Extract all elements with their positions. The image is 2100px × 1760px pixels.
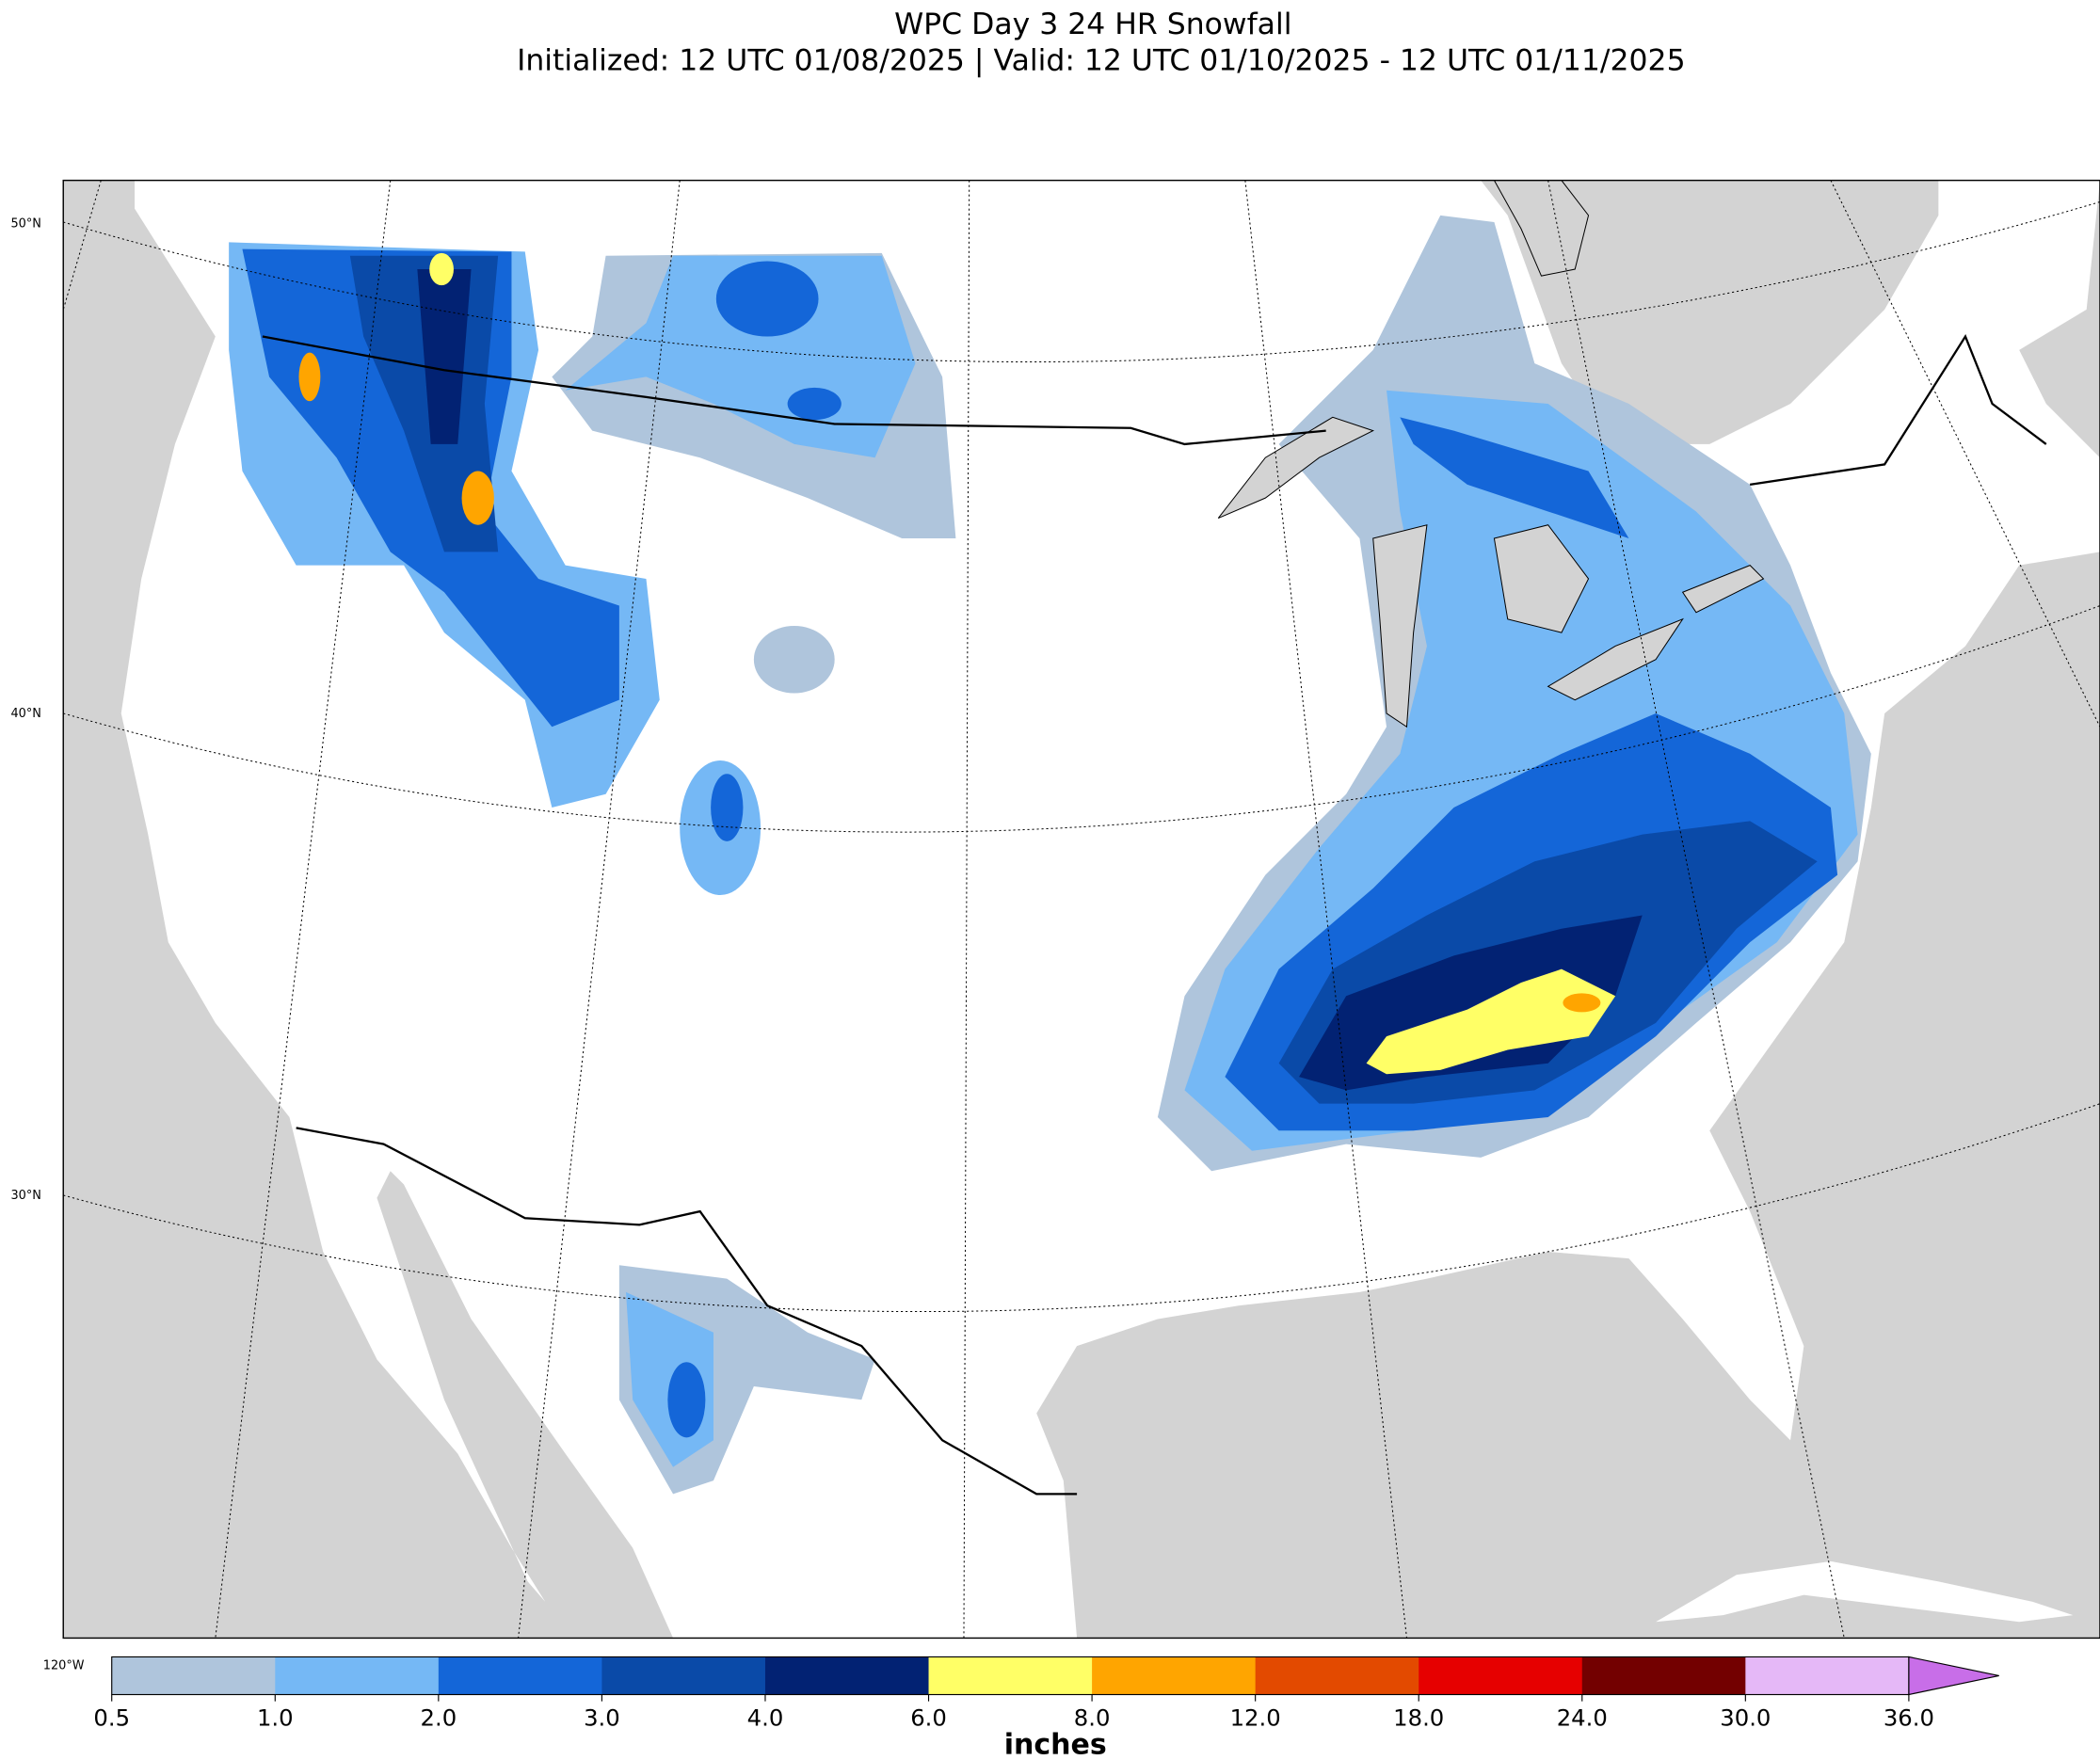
snow-region (461, 471, 494, 525)
colorbar-swatch (1745, 1656, 1910, 1695)
colorbar-label: inches (1004, 1728, 1107, 1760)
colorbar-tick-label: 6.0 (910, 1704, 947, 1731)
colorbar-swatch (928, 1656, 1093, 1695)
colorbar-tick-label: 24.0 (1557, 1704, 1608, 1731)
country-border (262, 334, 2047, 1496)
lake-michigan (1372, 524, 1428, 728)
snow-region (711, 774, 744, 841)
lakes (1217, 180, 1765, 728)
colorbar-swatch (601, 1656, 766, 1695)
colorbar-swatch (764, 1656, 930, 1695)
snow-region (1400, 417, 1629, 539)
snow-region (715, 261, 819, 337)
colorbar-tick-label: 18.0 (1393, 1704, 1444, 1731)
snow-region (787, 387, 842, 421)
snow-region (753, 625, 835, 694)
colorbar-swatch (1092, 1656, 1257, 1695)
lake-huron (1493, 524, 1590, 633)
colorbar-swatch (1255, 1656, 1419, 1695)
lat-label: 40°N (10, 707, 40, 721)
map: 50°N 40°N 30°N 120°W (10, 179, 2100, 1672)
colorbar-swatch (1581, 1656, 1747, 1695)
snow-region (1366, 968, 1616, 1075)
lat-label: 50°N (10, 217, 40, 232)
colorbar: 0.5 1.0 2.0 3.0 4.0 6.0 8.0 12.0 18.0 24.0 30.0 36.… (93, 1656, 1999, 1731)
colorbar-outline (111, 1656, 1910, 1696)
colorbar-tick-label: 0.5 (93, 1704, 130, 1731)
map-title: WPC Day 3 24 HR Snowfall (894, 8, 1291, 41)
snow-region (298, 352, 321, 402)
colorbar-tick-label: 8.0 (1074, 1704, 1111, 1731)
lon-label: 120°W (43, 1658, 85, 1672)
snowfall (229, 215, 1871, 1495)
lake-erie (1547, 617, 1684, 701)
cuba (1656, 1560, 2074, 1623)
colorbar-swatch (111, 1656, 276, 1695)
colorbar-tick-label: 4.0 (747, 1704, 784, 1731)
colorbar-tick-label: 36.0 (1884, 1704, 1934, 1731)
lake-ontario (1681, 565, 1765, 614)
snow-region (667, 1362, 706, 1438)
snow-region (417, 269, 472, 444)
colorbar-tick-label: 30.0 (1720, 1704, 1771, 1731)
snow-region (429, 252, 454, 286)
colorbar-swatch (1419, 1656, 1583, 1695)
colorbar-swatch (438, 1656, 603, 1695)
colorbar-tick-label: 1.0 (257, 1704, 294, 1731)
colorbar-tick-label: 2.0 (421, 1704, 457, 1731)
colorbar-tick-label: 12.0 (1230, 1704, 1281, 1731)
lat-label: 30°N (10, 1189, 40, 1203)
map-subtitle: Initialized: 12 UTC 01/08/2025 | Valid: … (517, 43, 1686, 77)
lake-superior (1217, 416, 1375, 520)
colorbar-tick-label: 3.0 (584, 1704, 620, 1731)
snow-region (1563, 993, 1601, 1013)
graticule (62, 180, 2100, 1639)
colorbar-swatch (275, 1656, 440, 1695)
colorbar-extend-arrow (1908, 1656, 1999, 1696)
